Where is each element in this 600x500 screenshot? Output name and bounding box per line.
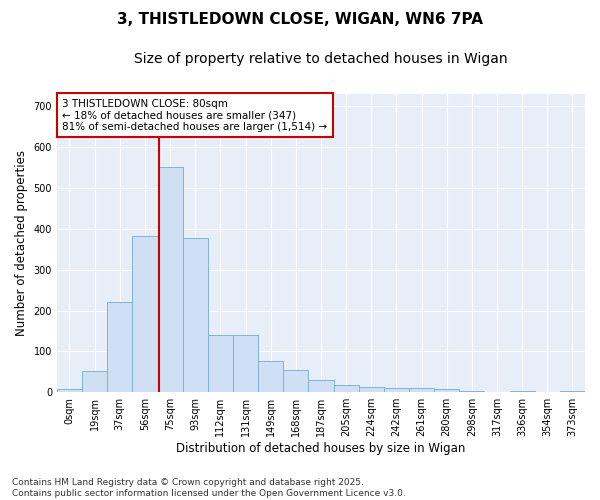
Bar xyxy=(208,335,233,392)
Bar xyxy=(158,167,182,392)
Bar xyxy=(409,388,434,392)
Text: Contains HM Land Registry data © Crown copyright and database right 2025.
Contai: Contains HM Land Registry data © Crown c… xyxy=(12,478,406,498)
Bar xyxy=(308,380,334,392)
Bar xyxy=(434,388,459,392)
Bar xyxy=(384,388,409,392)
Bar xyxy=(82,371,107,392)
Y-axis label: Number of detached properties: Number of detached properties xyxy=(15,150,28,336)
Title: Size of property relative to detached houses in Wigan: Size of property relative to detached ho… xyxy=(134,52,508,66)
Bar xyxy=(334,386,359,392)
Bar xyxy=(359,387,384,392)
Bar xyxy=(283,370,308,392)
Bar xyxy=(182,238,208,392)
Bar xyxy=(560,391,585,392)
Bar xyxy=(258,361,283,392)
Bar xyxy=(233,335,258,392)
Bar xyxy=(107,302,133,392)
X-axis label: Distribution of detached houses by size in Wigan: Distribution of detached houses by size … xyxy=(176,442,466,455)
Bar xyxy=(57,390,82,392)
Text: 3, THISTLEDOWN CLOSE, WIGAN, WN6 7PA: 3, THISTLEDOWN CLOSE, WIGAN, WN6 7PA xyxy=(117,12,483,28)
Text: 3 THISTLEDOWN CLOSE: 80sqm
← 18% of detached houses are smaller (347)
81% of sem: 3 THISTLEDOWN CLOSE: 80sqm ← 18% of deta… xyxy=(62,98,328,132)
Bar xyxy=(133,236,158,392)
